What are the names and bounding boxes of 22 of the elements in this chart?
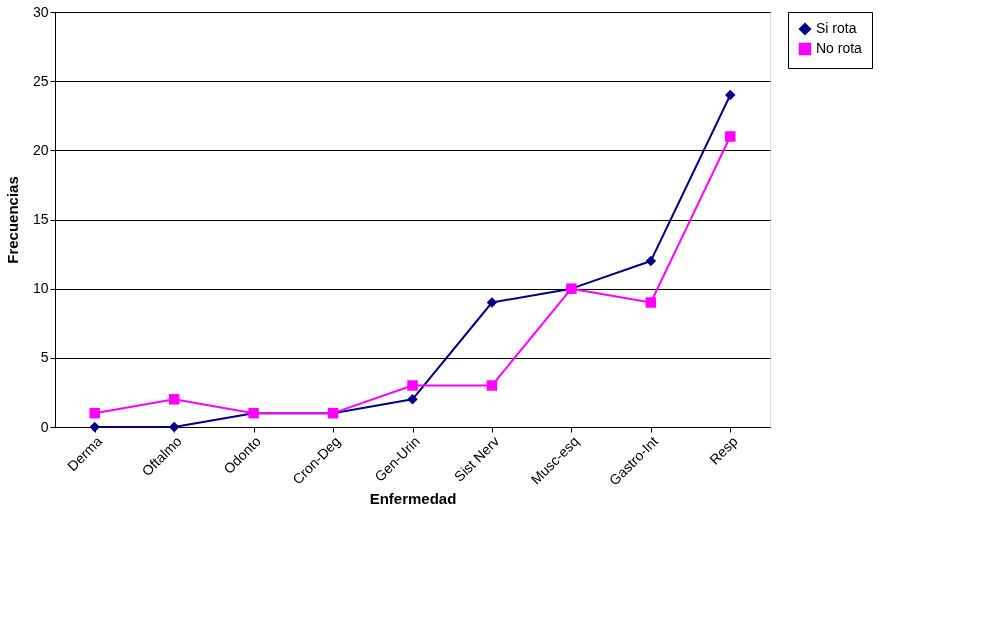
point: [645, 297, 657, 308]
point: [168, 394, 180, 405]
point: [89, 421, 100, 433]
y-axis-title: Frecuencias: [3, 176, 21, 264]
point: [486, 380, 498, 391]
point: [89, 407, 100, 419]
y-tick-label: 5: [40, 349, 49, 366]
legend-label: Si rota: [816, 20, 857, 36]
y-tick-label: 20: [32, 141, 49, 158]
y-tick-label: 30: [32, 3, 49, 20]
y-tick-label: 15: [32, 211, 49, 227]
legend-label: No rota: [816, 40, 863, 56]
y-tick-label: 10: [32, 280, 49, 297]
point: [407, 394, 418, 405]
point: [486, 297, 498, 308]
y-tick-label: 0: [40, 418, 49, 435]
point: [407, 380, 418, 391]
point: [725, 89, 736, 101]
point: [645, 255, 657, 267]
point: [725, 131, 736, 142]
y-tick-label: 25: [32, 72, 49, 89]
x-axis-title: Enfermedad: [369, 490, 457, 508]
